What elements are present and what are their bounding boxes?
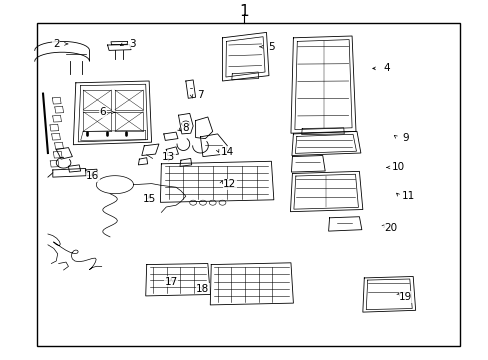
Text: 19: 19 bbox=[398, 292, 412, 302]
Text: 4: 4 bbox=[382, 63, 389, 73]
Text: 10: 10 bbox=[391, 162, 404, 172]
Text: 8: 8 bbox=[182, 123, 189, 133]
Text: 9: 9 bbox=[402, 132, 408, 143]
Text: 2: 2 bbox=[53, 39, 60, 49]
Text: 1: 1 bbox=[239, 4, 249, 19]
Text: 14: 14 bbox=[220, 147, 234, 157]
Text: 15: 15 bbox=[142, 194, 156, 204]
Bar bbox=[37, 23, 459, 346]
Text: 20: 20 bbox=[384, 222, 397, 233]
Text: 5: 5 bbox=[267, 42, 274, 52]
Text: 12: 12 bbox=[223, 179, 236, 189]
Text: 7: 7 bbox=[197, 90, 203, 100]
Text: 3: 3 bbox=[128, 39, 135, 49]
Text: 6: 6 bbox=[99, 107, 106, 117]
Text: 13: 13 bbox=[162, 152, 175, 162]
Text: 17: 17 bbox=[164, 276, 178, 287]
Text: 16: 16 bbox=[86, 171, 100, 181]
Text: 11: 11 bbox=[401, 191, 414, 201]
Text: 18: 18 bbox=[196, 284, 209, 294]
